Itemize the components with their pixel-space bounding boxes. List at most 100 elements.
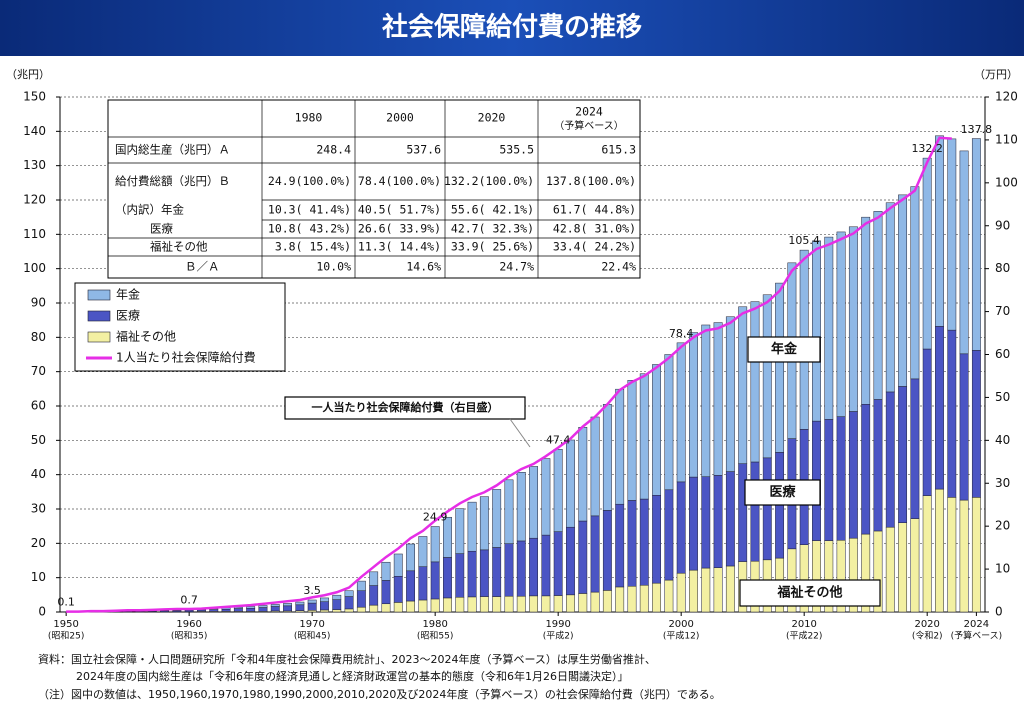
bar-segment [652,364,662,496]
data-label: 105.4 [788,234,820,247]
bar-segment [332,599,342,610]
data-label: 137.8 [961,123,993,136]
y2-tick-label: 0 [995,605,1003,619]
legend-label: 医療 [116,309,140,323]
y-tick-label: 40 [31,467,46,481]
bar-segment [246,607,256,612]
bar-segment [639,584,649,613]
bar-segment [701,567,711,613]
bar-segment [369,604,379,613]
bar-segment [701,476,711,569]
table-cell: 33.9( 25.6%) [451,240,534,254]
table-row-label: 給付費総額（兆円）Ｂ [115,174,230,188]
table-row-label: Ｂ／Ａ [185,260,220,274]
bar-segment [775,282,785,453]
bar-segment [959,353,969,501]
bar-segment [885,391,895,528]
y-tick-label: 140 [23,124,46,138]
table-cell: 33.4( 24.2%) [553,240,636,254]
bar-segment [676,481,686,574]
annotation-box [747,336,821,363]
data-label: 47.4 [546,433,571,446]
table-cell: 14.6% [406,260,441,274]
bar-segment [443,597,452,613]
y-tick-label: 70 [31,364,46,378]
bar-segment [738,306,748,464]
bar-segment [910,378,920,519]
bar-segment [701,324,711,477]
bar-segment [602,590,612,613]
bar-segment [381,561,391,581]
bar-segment [566,439,575,528]
annotation: 医療 [769,484,796,500]
bar-segment [824,419,834,541]
bar-segment [861,216,871,405]
bar-segment [332,594,342,600]
annotation-pointer [509,418,531,448]
table-cell: 55.6( 42.1%) [451,203,534,217]
bar-segment [885,202,895,393]
x-tick-era: (平成12) [663,630,699,642]
x-tick-era: (予算ベース) [951,630,1003,642]
x-tick-label: 1960 [176,619,201,630]
table-cell: 24.9(100.0%) [268,174,351,188]
bar-segment [848,226,858,412]
bar-segment [725,565,735,613]
y-tick-label: 150 [23,90,46,104]
bar-segment [430,561,440,600]
annotation-box [284,396,526,420]
bar-segment [738,463,748,562]
table-row-label: 福祉その他 [150,240,208,254]
bar-segment [910,518,920,613]
bar-segment [504,479,514,544]
y2-tick-label: 30 [995,476,1010,490]
y2-axis-label: （万円） [974,68,1018,81]
bar-segment [381,603,391,613]
bar-segment [750,461,760,562]
bar-segment [406,543,415,572]
bar-segment [320,597,329,602]
bar-segment [627,586,637,613]
table-cell: 42.7( 32.3%) [451,222,534,236]
x-tick-era: (平成22) [786,630,822,642]
bar-segment [516,540,526,597]
bar-segment [676,572,686,613]
bar-segment [848,411,858,539]
bar-segment [332,609,342,613]
bar-segment [455,596,465,613]
data-label: 24.9 [423,511,448,524]
legend-swatch [87,310,111,322]
bar-segment [418,566,428,601]
y2-tick-label: 10 [995,562,1010,576]
bar-segment [836,416,846,541]
legend-swatch [87,331,111,343]
x-tick-label: 2024 [964,619,989,630]
table-cell: 24.7% [499,260,534,274]
table-cell: 137.8(100.0%) [546,174,636,188]
bar-segment [479,496,489,551]
bar-segment [713,567,723,613]
bar-segment [935,135,944,327]
bar-segment [750,301,760,463]
legend-label: 福祉その他 [116,329,176,344]
y-tick-label: 110 [23,227,46,241]
title-banner [0,0,1024,56]
bar-segment [541,534,551,597]
note: 資料：国立社会保障・人口問題研究所「令和4年度社会保障費用統計」、2023～20… [38,652,656,666]
bar-segment [270,606,280,612]
bar-segment [479,596,489,613]
bar-segment [307,610,317,613]
bar-segment [418,536,428,567]
data-label: 132.2 [911,142,943,155]
y-tick-label: 90 [31,296,46,310]
note: 2024年度の国内総生産は「令和6年度の経済見通しと経済財政運営の基本的態度（令… [76,669,628,683]
bar-segment [406,600,415,613]
table-cell: 132.2(100.0%) [444,174,534,188]
bar-segment [295,604,305,611]
bar-segment [664,579,674,613]
bar-segment [344,608,354,613]
bar-segment [307,602,317,611]
bar-segment [307,599,317,604]
bar-segment [270,604,280,607]
